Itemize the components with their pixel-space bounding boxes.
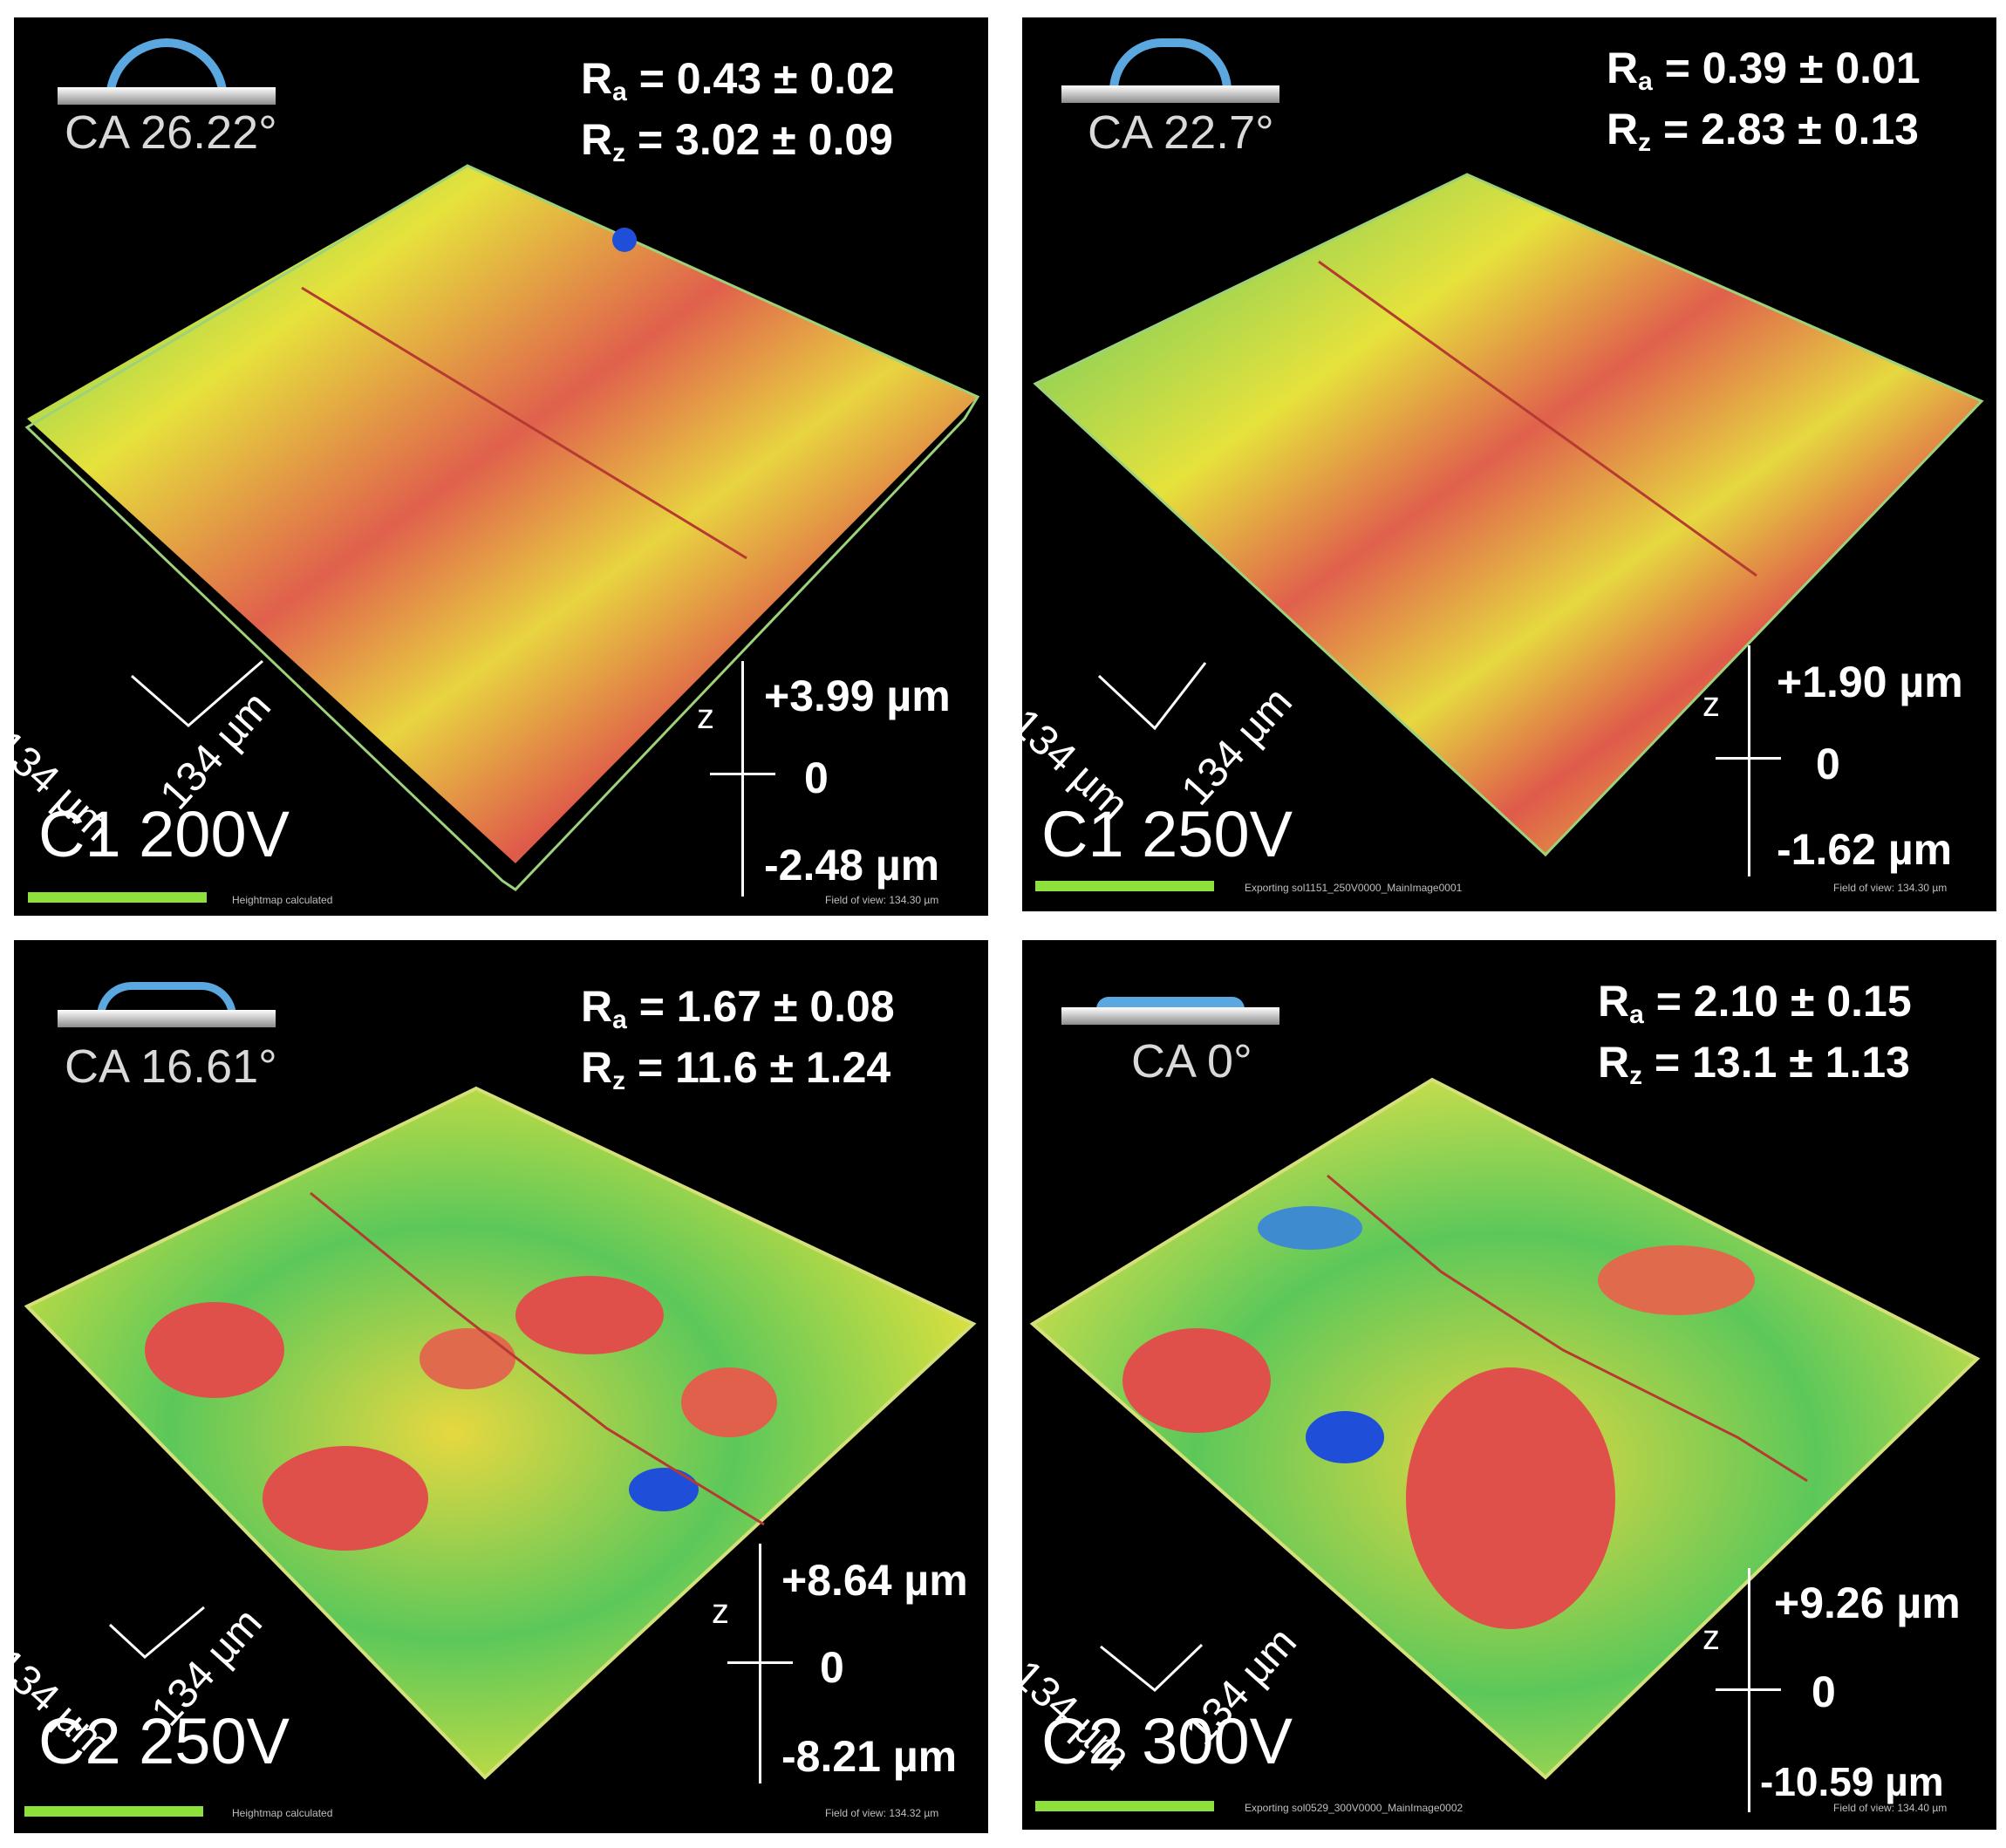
rz-subscript: z	[1629, 1061, 1643, 1091]
z-axis: z +3.99 µm 0 -2.48 µm	[684, 661, 972, 897]
z-max-label: +3.99 µm	[764, 672, 951, 720]
roughness-values: Ra = 2.10 ± 0.15 Rz = 13.1 ± 1.13	[1598, 972, 1912, 1094]
ra-value: = 1.67 ± 0.08	[626, 982, 895, 1031]
condition-label: C2 300V	[1041, 1705, 1293, 1777]
z-zero-label: 0	[804, 754, 829, 802]
rz-symbol: R	[581, 1043, 613, 1093]
condition-label: C1 250V	[1041, 798, 1293, 870]
ra-symbol: R	[1607, 44, 1639, 92]
footer-field-of-view: Field of view: 134.30 µm	[1833, 882, 1948, 894]
z-zero-label: 0	[1816, 740, 1840, 788]
footer-status: Exporting sol0529_300V0000_MainImage0002	[1245, 1802, 1464, 1814]
condition-label: C2 250V	[38, 1705, 290, 1777]
rz-subscript: z	[1638, 128, 1652, 158]
panel-c1-200v: CA 26.22° Ra = 0.43 ± 0.02 Rz = 3.02 ± 0…	[14, 17, 988, 916]
rz-subscript: z	[612, 1067, 626, 1096]
droplet-icon	[58, 35, 276, 113]
axis-corner-icon	[1097, 662, 1207, 731]
axis-corner-icon	[108, 1606, 205, 1659]
z-max-label: +1.90 µm	[1777, 658, 1963, 706]
contact-angle-label: CA 0°	[1131, 1035, 1252, 1088]
footer-status: Heightmap calculated	[232, 1807, 333, 1819]
z-min-label: -1.62 µm	[1777, 825, 1953, 874]
z-axis: z +1.90 µm 0 -1.62 µm	[1702, 645, 1990, 881]
ra-value: = 0.39 ± 0.01	[1652, 44, 1921, 92]
z-axis-label: z	[712, 1592, 729, 1631]
z-min-label: -8.21 µm	[781, 1732, 958, 1781]
z-axis-label: z	[1702, 685, 1720, 724]
ra-subscript: a	[612, 78, 627, 106]
scale-bar	[1035, 881, 1214, 891]
z-min-label: -2.48 µm	[764, 841, 940, 890]
ra-value: = 2.10 ± 0.15	[1643, 977, 1912, 1026]
z-axis-label: z	[1702, 1619, 1720, 1657]
surface-heightmap	[24, 164, 980, 891]
panel-c2-300v: CA 0° Ra = 2.10 ± 0.15 Rz = 13.1 ± 1.13 …	[1022, 940, 1996, 1830]
ra-subscript: a	[612, 1006, 627, 1034]
scale-bar	[24, 1806, 203, 1817]
rz-value: = 13.1 ± 1.13	[1642, 1038, 1910, 1088]
surface-heightmap	[1029, 1077, 1981, 1780]
surface-heightmap	[24, 1086, 977, 1780]
z-max-label: +9.26 µm	[1774, 1579, 1961, 1627]
droplet-icon	[1061, 35, 1279, 113]
footer-status: Heightmap calculated	[232, 894, 333, 906]
rz-symbol: R	[581, 115, 613, 165]
z-axis-label: z	[697, 698, 714, 736]
footer-status: Exporting sol1151_250V0000_MainImage0001	[1245, 882, 1463, 894]
axis-corner-icon	[1100, 1643, 1204, 1692]
z-max-label: +8.64 µm	[781, 1556, 968, 1605]
ra-symbol: R	[1598, 977, 1630, 1026]
panel-c2-250v: CA 16.61° Ra = 1.67 ± 0.08 Rz = 11.6 ± 1…	[14, 940, 988, 1833]
droplet-icon	[58, 975, 276, 1054]
rz-value: = 11.6 ± 1.24	[625, 1043, 891, 1093]
footer-field-of-view: Field of view: 134.32 µm	[825, 1807, 939, 1819]
condition-label: C1 200V	[38, 798, 290, 870]
ra-symbol: R	[581, 54, 613, 103]
z-zero-label: 0	[1812, 1667, 1836, 1716]
rz-symbol: R	[1598, 1038, 1630, 1088]
droplet-icon	[1061, 997, 1279, 1032]
rz-symbol: R	[1607, 105, 1639, 154]
rz-value: = 3.02 ± 0.09	[625, 115, 893, 165]
footer-field-of-view: Field of view: 134.40 µm	[1833, 1802, 1948, 1814]
ra-subscript: a	[1638, 67, 1653, 96]
z-axis: z +9.26 µm 0 -10.59 µm	[1702, 1568, 1990, 1821]
contact-angle-label: CA 16.61°	[65, 1040, 277, 1093]
rz-value: = 2.83 ± 0.13	[1651, 105, 1919, 154]
axis-corner-icon	[131, 659, 263, 727]
roughness-values: Ra = 0.43 ± 0.02 Rz = 3.02 ± 0.09	[581, 49, 895, 172]
ra-subscript: a	[1629, 1000, 1644, 1029]
panel-c1-250v: CA 22.7° Ra = 0.39 ± 0.01 Rz = 2.83 ± 0.…	[1022, 17, 1996, 911]
contact-angle-label: CA 22.7°	[1088, 106, 1274, 159]
scale-bar	[1035, 1801, 1214, 1811]
roughness-values: Ra = 1.67 ± 0.08 Rz = 11.6 ± 1.24	[581, 977, 895, 1100]
surface-heightmap	[1033, 173, 1984, 857]
footer-field-of-view: Field of view: 134.30 µm	[825, 894, 939, 906]
roughness-values: Ra = 0.39 ± 0.01 Rz = 2.83 ± 0.13	[1607, 38, 1921, 161]
scale-bar	[28, 892, 207, 903]
z-min-label: -10.59 µm	[1760, 1759, 1944, 1804]
z-zero-label: 0	[820, 1643, 844, 1692]
ra-value: = 0.43 ± 0.02	[626, 54, 895, 103]
z-axis: z +8.64 µm 0 -8.21 µm	[712, 1544, 982, 1788]
rz-subscript: z	[612, 139, 626, 168]
contact-angle-label: CA 26.22°	[65, 106, 277, 159]
ra-symbol: R	[581, 982, 613, 1031]
